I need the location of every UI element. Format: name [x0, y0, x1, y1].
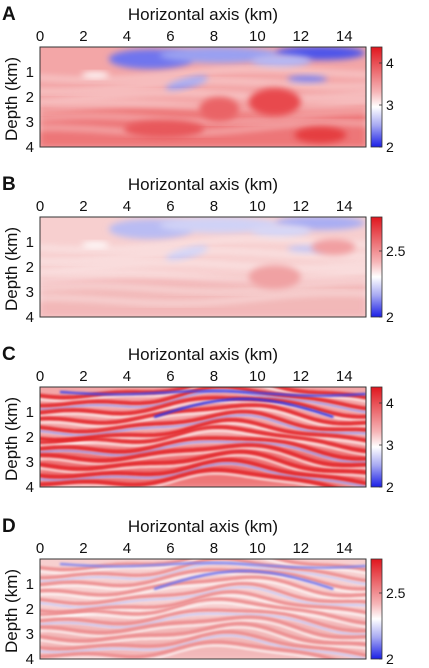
- x-tick-label: 12: [292, 540, 309, 557]
- colorbar-tick-label: 2.5: [386, 243, 406, 259]
- y-tick-label: 4: [26, 651, 34, 668]
- x-tick-label: 10: [249, 28, 266, 45]
- y-tick-label: 3: [26, 454, 34, 471]
- model-image: [40, 559, 366, 659]
- panel-letter: D: [2, 516, 16, 537]
- y-axis-title: Depth (km): [2, 227, 21, 311]
- colorbar: 4 3 2: [370, 46, 394, 155]
- x-tick-label: 8: [210, 28, 218, 45]
- x-tick-label: 8: [210, 540, 218, 557]
- x-axis-title: Horizontal axis (km): [128, 517, 278, 536]
- x-tick-label: 6: [166, 540, 174, 557]
- x-axis-title: Horizontal axis (km): [128, 175, 278, 194]
- x-tick-label: 2: [79, 28, 87, 45]
- y-tick-label: 1: [26, 404, 34, 421]
- y-tick-label: 3: [26, 626, 34, 643]
- colorbar: 2.52: [370, 216, 406, 325]
- x-tick-label: 12: [292, 368, 309, 385]
- x-tick-label: 2: [79, 198, 87, 215]
- y-axis-title: Depth (km): [2, 57, 21, 141]
- model-image: [40, 47, 366, 147]
- y-tick-label: 1: [26, 64, 34, 81]
- model-image: [40, 387, 366, 487]
- colorbar-tick-label: 3: [386, 97, 394, 113]
- x-axis-title: Horizontal axis (km): [128, 345, 278, 364]
- colorbar-tick-label: 4: [386, 395, 394, 411]
- y-tick-label: 4: [26, 139, 34, 156]
- x-tick-label: 10: [249, 368, 266, 385]
- x-tick-label: 4: [123, 28, 131, 45]
- panel-letter: C: [2, 344, 16, 365]
- y-tick-label: 2: [26, 259, 34, 276]
- colorbar-tick-label: 2.5: [386, 585, 406, 601]
- x-tick-label: 12: [292, 28, 309, 45]
- y-tick-label: 2: [26, 429, 34, 446]
- y-tick-label: 3: [26, 114, 34, 131]
- colorbar-tick-label: 2: [386, 479, 394, 495]
- x-tick-label: 0: [36, 368, 44, 385]
- y-axis-title: Depth (km): [2, 397, 21, 481]
- plot-frame: [39, 46, 367, 148]
- x-tick-label: 14: [336, 198, 353, 215]
- colorbar-tick-label: 2: [386, 651, 394, 667]
- x-tick-label: 0: [36, 540, 44, 557]
- colorbar: 2.52: [370, 558, 406, 667]
- plot-frame: [39, 386, 367, 488]
- colorbar-tick-label: 3: [386, 437, 394, 453]
- x-tick-label: 2: [79, 540, 87, 557]
- y-tick-label: 1: [26, 234, 34, 251]
- model-image: [40, 217, 366, 317]
- plot-frame: [39, 216, 367, 318]
- x-tick-label: 14: [336, 540, 353, 557]
- colorbar-tick-label: 2: [386, 139, 394, 155]
- panel-letter: A: [2, 4, 16, 25]
- x-tick-label: 2: [79, 368, 87, 385]
- panel-letter: B: [2, 174, 16, 195]
- x-axis-title: Horizontal axis (km): [128, 5, 278, 24]
- y-tick-label: 1: [26, 576, 34, 593]
- x-tick-label: 6: [166, 368, 174, 385]
- y-tick-label: 3: [26, 284, 34, 301]
- x-tick-label: 8: [210, 368, 218, 385]
- y-tick-label: 4: [26, 309, 34, 326]
- x-tick-label: 6: [166, 28, 174, 45]
- x-tick-label: 6: [166, 198, 174, 215]
- y-tick-label: 2: [26, 601, 34, 618]
- x-tick-label: 0: [36, 198, 44, 215]
- x-tick-label: 10: [249, 540, 266, 557]
- x-tick-label: 12: [292, 198, 309, 215]
- y-axis-title: Depth (km): [2, 569, 21, 653]
- x-tick-label: 8: [210, 198, 218, 215]
- x-tick-label: 4: [123, 368, 131, 385]
- y-tick-label: 4: [26, 479, 34, 496]
- colorbar-tick-label: 4: [386, 55, 394, 71]
- x-tick-label: 10: [249, 198, 266, 215]
- colorbar: 4 3 2: [370, 386, 394, 495]
- x-tick-label: 4: [123, 198, 131, 215]
- x-tick-label: 14: [336, 368, 353, 385]
- y-tick-label: 2: [26, 89, 34, 106]
- x-tick-label: 0: [36, 28, 44, 45]
- x-tick-label: 14: [336, 28, 353, 45]
- x-tick-label: 4: [123, 540, 131, 557]
- plot-frame: [39, 558, 367, 660]
- colorbar-tick-label: 2: [386, 309, 394, 325]
